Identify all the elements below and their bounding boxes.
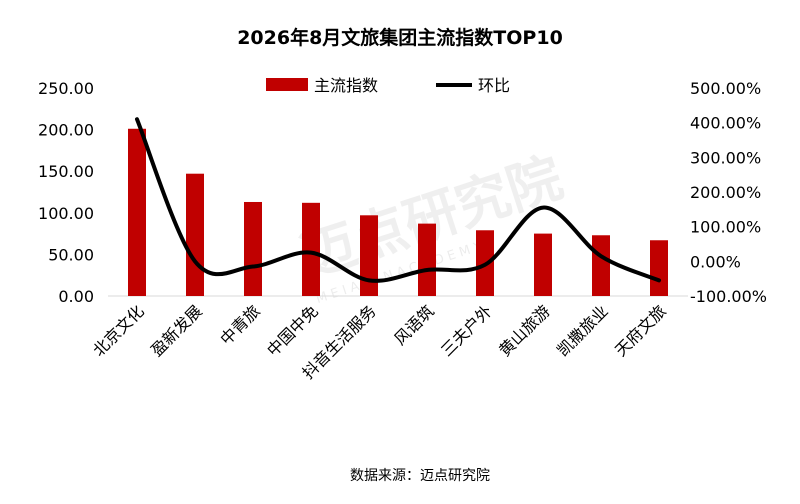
category-label: 中国中免 xyxy=(263,301,322,360)
bar xyxy=(534,233,552,296)
line-path xyxy=(135,117,661,283)
bar xyxy=(186,173,204,296)
right-tick-label: 100.00% xyxy=(690,218,761,237)
left-tick-label: 0.00 xyxy=(58,287,94,306)
category-label: 中青旅 xyxy=(216,301,263,348)
left-tick-label: 100.00 xyxy=(38,204,94,223)
left-tick-label: 150.00 xyxy=(38,162,94,181)
left-tick-label: 200.00 xyxy=(38,121,94,140)
left-axis: 0.00 50.00 100.00 150.00 200.00 250.00 xyxy=(38,79,94,306)
legend-label-line: 环比 xyxy=(478,76,510,95)
line-series xyxy=(135,117,661,283)
bar xyxy=(302,202,320,296)
category-label: 天府文旅 xyxy=(611,301,670,360)
right-tick-label: 400.00% xyxy=(690,114,761,133)
category-label: 黄山旅游 xyxy=(495,301,554,360)
category-label: 北京文化 xyxy=(89,301,148,360)
category-label: 凯撒旅业 xyxy=(553,301,612,360)
category-label: 三夫户外 xyxy=(437,301,496,360)
bar xyxy=(650,240,668,296)
bar xyxy=(592,235,610,296)
source-note: 数据来源：迈点研究院 xyxy=(350,468,490,484)
bar xyxy=(418,223,436,296)
right-tick-label: 300.00% xyxy=(690,148,761,167)
bar xyxy=(360,215,378,296)
right-axis: -100.00% 0.00% 100.00% 200.00% 300.00% 400.00… xyxy=(690,79,767,306)
legend: 主流指数 环比 xyxy=(266,76,510,95)
left-tick-label: 50.00 xyxy=(48,245,94,264)
legend-label-bar: 主流指数 xyxy=(314,76,378,95)
left-tick-label: 250.00 xyxy=(38,79,94,98)
category-label: 盈新发展 xyxy=(147,301,206,360)
right-tick-label: -100.00% xyxy=(690,287,767,306)
bar xyxy=(128,128,146,296)
bar xyxy=(244,201,262,296)
right-tick-label: 0.00% xyxy=(690,252,741,271)
legend-swatch-bar xyxy=(266,78,308,91)
chart-title: 2026年8月文旅集团主流指数TOP10 xyxy=(237,26,563,49)
category-label: 风语筑 xyxy=(390,301,437,348)
right-tick-label: 200.00% xyxy=(690,183,761,202)
right-tick-label: 500.00% xyxy=(690,79,761,98)
